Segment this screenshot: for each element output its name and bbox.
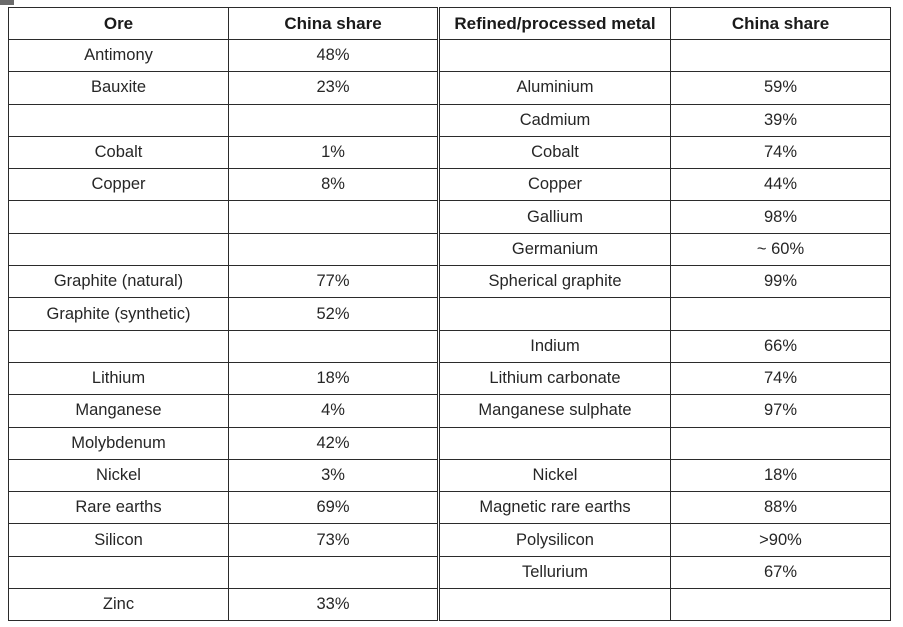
refined-share-cell: 18% (670, 458, 891, 493)
refined-share-cell: 44% (670, 168, 891, 202)
ore-share-cell (228, 555, 439, 590)
table-row: Cobalt 1% Cobalt 74% (8, 135, 891, 170)
ore-share-cell: 23% (228, 71, 439, 105)
refined-share-cell: 88% (670, 491, 891, 525)
refined-share-cell: 74% (670, 361, 891, 396)
refined-share-cell (670, 38, 891, 73)
table-row: Nickel 3% Nickel 18% (8, 458, 891, 493)
ore-cell: Nickel (8, 458, 229, 493)
refined-metal-cell: Cadmium (437, 103, 671, 137)
table-row: Gallium 98% (8, 200, 891, 234)
refined-metal-cell: Spherical graphite (437, 265, 671, 299)
ore-cell: Zinc (8, 588, 229, 622)
table-row: Copper 8% Copper 44% (8, 168, 891, 202)
refined-metal-cell (437, 297, 671, 331)
table-row: Rare earths 69% Magnetic rare earths 88% (8, 491, 891, 525)
refined-metal-cell: Lithium carbonate (437, 361, 671, 396)
ore-share-cell (228, 200, 439, 234)
refined-share-cell: >90% (670, 523, 891, 557)
refined-share-cell: 97% (670, 394, 891, 428)
ore-cell: Molybdenum (8, 426, 229, 460)
table-row: Cadmium 39% (8, 103, 891, 137)
ore-cell: Graphite (natural) (8, 265, 229, 299)
ore-cell: Graphite (synthetic) (8, 297, 229, 331)
ore-cell (8, 200, 229, 234)
ore-cell (8, 232, 229, 267)
refined-metal-cell (437, 426, 671, 460)
ore-share-cell: 3% (228, 458, 439, 493)
table-row: Germanium ~ 60% (8, 232, 891, 267)
refined-metal-cell: Gallium (437, 200, 671, 234)
table-row: Tellurium 67% (8, 555, 891, 590)
ore-share-cell: 48% (228, 38, 439, 73)
refined-metal-cell: Magnetic rare earths (437, 491, 671, 525)
ore-cell (8, 103, 229, 137)
ore-cell: Lithium (8, 361, 229, 396)
ore-share-cell (228, 103, 439, 137)
ore-share-cell (228, 232, 439, 267)
refined-share-cell: 99% (670, 265, 891, 299)
refined-metal-cell: Manganese sulphate (437, 394, 671, 428)
refined-share-cell: 66% (670, 329, 891, 363)
ore-cell (8, 555, 229, 590)
cropped-text-fragment (0, 0, 14, 5)
refined-share-cell (670, 426, 891, 460)
refined-share-cell: 74% (670, 135, 891, 170)
refined-metal-cell: Germanium (437, 232, 671, 267)
refined-share-cell: 59% (670, 71, 891, 105)
header-refined-metal: Refined/processed metal (437, 7, 671, 40)
refined-metal-cell: Aluminium (437, 71, 671, 105)
ore-cell (8, 329, 229, 363)
table-row: Lithium 18% Lithium carbonate 74% (8, 361, 891, 396)
ore-cell: Bauxite (8, 71, 229, 105)
ore-cell: Cobalt (8, 135, 229, 170)
refined-metal-cell (437, 588, 671, 622)
header-refined-share: China share (670, 7, 891, 40)
china-share-table: Ore China share Refined/processed metal … (8, 7, 891, 622)
table-row: Zinc 33% (8, 588, 891, 622)
refined-share-cell: 98% (670, 200, 891, 234)
table-row: Graphite (natural) 77% Spherical graphite 9… (8, 265, 891, 299)
ore-share-cell: 18% (228, 361, 439, 396)
refined-metal-cell: Polysilicon (437, 523, 671, 557)
ore-cell: Antimony (8, 38, 229, 73)
ore-cell: Copper (8, 168, 229, 202)
ore-share-cell: 4% (228, 394, 439, 428)
table-row: Antimony 48% (8, 38, 891, 73)
ore-share-cell: 52% (228, 297, 439, 331)
refined-share-cell: 67% (670, 555, 891, 590)
table-row: Bauxite 23% Aluminium 59% (8, 71, 891, 105)
ore-share-cell: 77% (228, 265, 439, 299)
refined-metal-cell: Tellurium (437, 555, 671, 590)
refined-metal-cell: Copper (437, 168, 671, 202)
ore-share-cell: 42% (228, 426, 439, 460)
refined-metal-cell (437, 38, 671, 73)
refined-share-cell (670, 588, 891, 622)
table-row: Silicon 73% Polysilicon >90% (8, 523, 891, 557)
refined-metal-cell: Indium (437, 329, 671, 363)
refined-metal-cell: Nickel (437, 458, 671, 493)
refined-share-cell (670, 297, 891, 331)
table-row: Manganese 4% Manganese sulphate 97% (8, 394, 891, 428)
ore-share-cell (228, 329, 439, 363)
table-row: Indium 66% (8, 329, 891, 363)
ore-share-cell: 33% (228, 588, 439, 622)
china-share-table-container: Ore China share Refined/processed metal … (8, 7, 891, 622)
ore-share-cell: 69% (228, 491, 439, 525)
table-row: Molybdenum 42% (8, 426, 891, 460)
header-ore-share: China share (228, 7, 439, 40)
ore-cell: Rare earths (8, 491, 229, 525)
refined-share-cell: ~ 60% (670, 232, 891, 267)
ore-share-cell: 73% (228, 523, 439, 557)
ore-cell: Silicon (8, 523, 229, 557)
ore-share-cell: 8% (228, 168, 439, 202)
refined-share-cell: 39% (670, 103, 891, 137)
refined-metal-cell: Cobalt (437, 135, 671, 170)
table-row: Graphite (synthetic) 52% (8, 297, 891, 331)
table-body: Antimony 48% Bauxite 23% Aluminium 59% Cadmium… (8, 38, 891, 622)
ore-cell: Manganese (8, 394, 229, 428)
header-ore: Ore (8, 7, 229, 40)
ore-share-cell: 1% (228, 135, 439, 170)
header-row: Ore China share Refined/processed metal … (8, 7, 891, 40)
